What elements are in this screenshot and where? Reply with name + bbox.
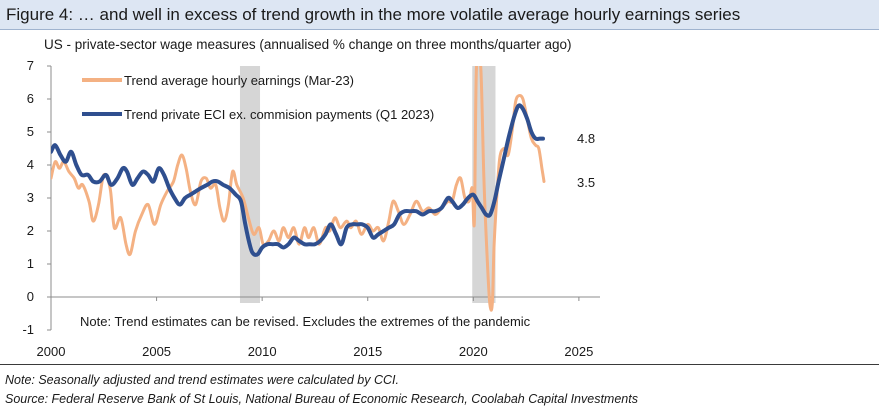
chart-annotation: Note: Trend estimates can be revised. Ex… [80, 314, 531, 329]
figure-title: Figure 4: … and well in excess of trend … [0, 0, 879, 30]
end-labels: 4.8 3.5 [577, 131, 595, 190]
footer-source: Source: Federal Reserve Bank of St Louis… [5, 392, 638, 406]
end-label-eci: 4.8 [577, 131, 595, 146]
series-line-trend-ahe [51, 66, 546, 312]
x-tick-label: 2000 [37, 344, 66, 359]
y-tick-label: 1 [27, 256, 34, 271]
y-tick-label: 3 [27, 190, 34, 205]
end-label-ahe: 3.5 [577, 175, 595, 190]
chart-footer: Note: Seasonally adjusted and trend esti… [0, 364, 879, 409]
chart-series [51, 66, 546, 312]
legend-label-eci: Trend private ECI ex. commision payments… [124, 107, 434, 122]
footer-note: Note: Seasonally adjusted and trend esti… [5, 373, 399, 387]
x-tick-label: 2025 [564, 344, 593, 359]
recession-band-0 [239, 66, 261, 303]
series-line-trend-eci [51, 103, 545, 257]
chart-legend: Trend average hourly earnings (Mar-23) T… [82, 73, 434, 122]
x-tick-label: 2015 [353, 344, 382, 359]
chart-subtitle: US - private-sector wage measures (annua… [44, 37, 572, 52]
y-tick-label: 4 [27, 157, 34, 172]
x-tick-label: 2020 [459, 344, 488, 359]
line-chart: -1 0 1 2 3 4 5 6 7 2000 2005 2010 2015 2020 2025 Trend… [22, 58, 600, 359]
x-tick-label: 2010 [248, 344, 277, 359]
y-tick-label: 0 [27, 289, 34, 304]
y-tick-label: 2 [27, 223, 34, 238]
y-tick-label: 5 [27, 124, 34, 139]
chart-axes [47, 65, 600, 331]
legend-label-ahe: Trend average hourly earnings (Mar-23) [124, 73, 354, 88]
tick-labels: -1 0 1 2 3 4 5 6 7 2000 2005 2010 2015 2020 2025 [22, 58, 593, 359]
x-tick-label: 2005 [142, 344, 171, 359]
y-tick-label: 7 [27, 58, 34, 73]
y-tick-label: 6 [27, 91, 34, 106]
y-tick-label: -1 [22, 322, 34, 337]
